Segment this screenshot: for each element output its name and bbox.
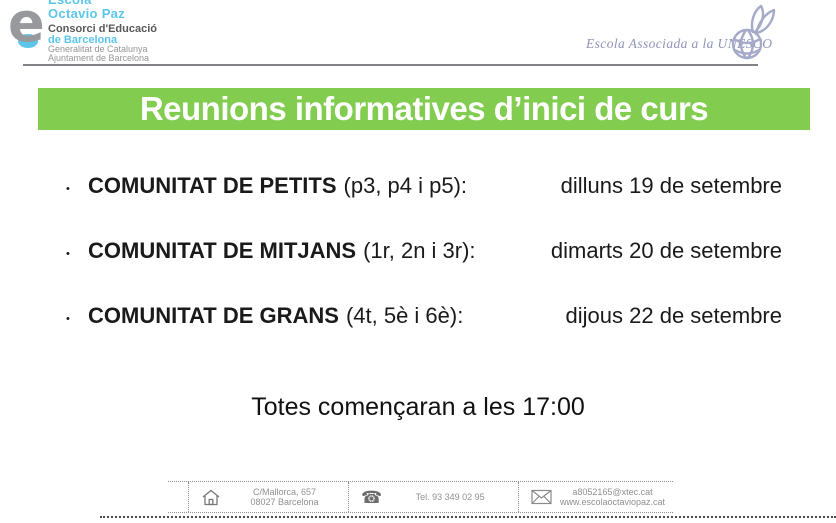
footer-phone-section: ☎ Tel. 93 349 02 95 bbox=[348, 482, 518, 512]
meeting-row-mitjans: • COMUNITAT DE MITJANS (1r, 2n i 3r): di… bbox=[66, 218, 782, 283]
footer-address-section: C/Mallorca, 657 08027 Barcelona bbox=[188, 482, 348, 512]
meeting-left: • COMUNITAT DE GRANS (4t, 5è i 6è): bbox=[66, 303, 463, 329]
meetings-list: • COMUNITAT DE PETITS (p3, p4 i p5): dil… bbox=[66, 153, 782, 348]
footer-contact-section: a8052165@xtec.cat www.escolaoctaviopaz.c… bbox=[518, 482, 673, 512]
phone-icon: ☎ bbox=[361, 487, 383, 507]
school-name-line2: Octavio Paz bbox=[48, 6, 125, 21]
meeting-detail: (p3, p4 i p5): bbox=[343, 172, 468, 198]
contact-footer: C/Mallorca, 657 08027 Barcelona ☎ Tel. 9… bbox=[168, 481, 673, 513]
address-line2: 08027 Barcelona bbox=[250, 497, 319, 507]
contact-web: www.escolaoctaviopaz.cat bbox=[559, 497, 666, 507]
contact-email: a8052165@xtec.cat bbox=[572, 486, 653, 497]
meeting-left: • COMUNITAT DE MITJANS (1r, 2n i 3r): bbox=[66, 238, 476, 264]
bullet-icon: • bbox=[66, 182, 70, 195]
consorci-line1: Consorci d'Educació bbox=[48, 23, 157, 35]
house-icon bbox=[201, 489, 221, 506]
meeting-date: dijous 22 de setembre bbox=[565, 302, 782, 328]
e-logo-icon: e bbox=[8, 0, 45, 54]
school-name-line1: Escola bbox=[48, 0, 125, 7]
meeting-row-grans: • COMUNITAT DE GRANS (4t, 5è i 6è): dijo… bbox=[66, 283, 782, 348]
consorci-block: Consorci d'Educació de Barcelona General… bbox=[48, 24, 157, 63]
title-banner: Reunions informatives d’inici de curs bbox=[38, 88, 810, 130]
meeting-date: dimarts 20 de setembre bbox=[550, 237, 782, 263]
start-time-note: Totes començaran a les 17:00 bbox=[251, 393, 585, 421]
consorci-line4: Ajuntament de Barcelona bbox=[48, 53, 150, 63]
consorci-line3: Generalitat de Catalunya bbox=[48, 44, 148, 54]
meeting-detail: (4t, 5è i 6è): bbox=[345, 302, 464, 328]
unesco-logo-icon bbox=[730, 4, 776, 67]
address-line1: C/Mallorca, 657 bbox=[252, 486, 317, 497]
phone-text: Tel. 93 349 02 95 bbox=[415, 491, 485, 502]
unesco-label: Escola Associada a la UNESCO bbox=[586, 36, 773, 51]
consorci-line2: de Barcelona bbox=[48, 34, 118, 46]
bullet-icon: • bbox=[66, 247, 70, 260]
meeting-left: • COMUNITAT DE PETITS (p3, p4 i p5): bbox=[66, 173, 467, 199]
bottom-divider bbox=[100, 516, 836, 518]
meeting-label: COMUNITAT DE MITJANS bbox=[88, 237, 357, 263]
meeting-row-petits: • COMUNITAT DE PETITS (p3, p4 i p5): dil… bbox=[66, 153, 782, 218]
header-divider bbox=[23, 64, 758, 66]
school-name: Escola Octavio Paz bbox=[48, 0, 125, 21]
meeting-detail: (1r, 2n i 3r): bbox=[363, 237, 476, 263]
address-text: C/Mallorca, 657 08027 Barcelona bbox=[221, 487, 348, 508]
page-title: Reunions informatives d’inici de curs bbox=[139, 90, 709, 127]
meeting-label: COMUNITAT DE PETITS bbox=[88, 172, 337, 198]
bullet-icon: • bbox=[66, 312, 70, 325]
meeting-label: COMUNITAT DE GRANS bbox=[88, 302, 339, 328]
consorci-e-logo: e bbox=[8, 0, 50, 66]
meeting-date: dilluns 19 de setembre bbox=[560, 172, 782, 198]
e-logo-accent bbox=[18, 34, 38, 48]
envelope-icon bbox=[531, 489, 552, 505]
contact-text: a8052165@xtec.cat www.escolaoctaviopaz.c… bbox=[552, 487, 673, 508]
